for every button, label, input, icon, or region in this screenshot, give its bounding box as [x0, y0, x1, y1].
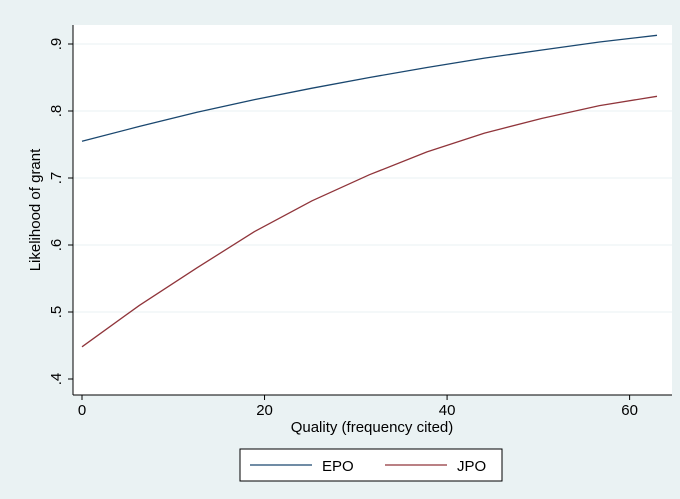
- x-tick-label: 60: [621, 402, 638, 419]
- x-axis-ticks: 0 20 40 60: [78, 395, 638, 419]
- y-axis-ticks: .4 .5 .6 .7 .8 .9: [48, 38, 73, 386]
- legend: EPO JPO: [239, 448, 503, 482]
- x-tick-label: 40: [439, 402, 456, 419]
- y-tick-label: .7: [48, 172, 65, 185]
- y-tick-label: .5: [48, 306, 65, 319]
- legend-label-epo: EPO: [322, 458, 354, 475]
- series-line-jpo: [81, 95, 658, 348]
- y-axis-label: Likelihood of grant: [27, 148, 44, 271]
- y-tick-label: .4: [48, 373, 65, 386]
- series-line-epo: [81, 34, 658, 142]
- x-tick-label: 20: [256, 402, 273, 419]
- y-tick-label: .8: [48, 105, 65, 118]
- y-tick-label: .6: [48, 239, 65, 252]
- y-tick-label: .9: [48, 38, 65, 51]
- legend-label-jpo: JPO: [457, 458, 486, 475]
- grid-lines: [73, 43, 672, 313]
- x-tick-label: 0: [78, 402, 86, 419]
- x-axis-label: Quality (frequency cited): [291, 419, 454, 436]
- series-lines: [81, 34, 658, 348]
- plot-area: [73, 25, 672, 395]
